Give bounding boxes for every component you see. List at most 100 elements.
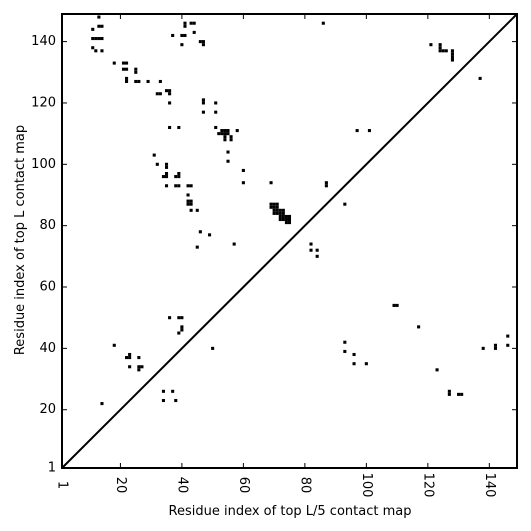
- x-axis-label: Residue index of top L/5 contact map: [169, 504, 412, 519]
- contact-point: [168, 125, 172, 130]
- contact-point: [201, 40, 205, 44]
- contact-point: [94, 49, 98, 53]
- contact-point: [97, 37, 101, 41]
- contact-point: [315, 254, 319, 258]
- contact-point: [287, 221, 292, 225]
- contact-point: [235, 129, 239, 133]
- y-tick-label: 60: [39, 280, 56, 295]
- contact-point: [91, 37, 95, 41]
- contact-point: [269, 205, 273, 209]
- contact-point: [226, 159, 230, 163]
- contact-point: [112, 61, 116, 65]
- contact-point: [201, 98, 205, 102]
- contact-point: [186, 202, 190, 206]
- contact-point: [223, 132, 227, 136]
- contact-point: [201, 110, 205, 114]
- contact-point: [324, 181, 328, 185]
- contact-point: [186, 199, 190, 203]
- contact-point: [195, 208, 199, 212]
- contact-point: [125, 61, 129, 65]
- contact-point: [128, 352, 132, 357]
- contact-point: [343, 340, 347, 344]
- contact-point: [211, 346, 215, 350]
- contact-point: [128, 356, 132, 360]
- contact-point: [155, 162, 159, 166]
- contact-point: [152, 153, 156, 157]
- contact-point: [201, 101, 205, 105]
- contact-point: [447, 392, 451, 396]
- contact-point: [91, 46, 95, 50]
- contact-point: [164, 175, 169, 179]
- contact-point: [121, 67, 126, 71]
- contact-point: [192, 21, 196, 25]
- contact-point: [177, 331, 181, 335]
- contact-point: [174, 175, 178, 179]
- contact-points: [91, 15, 510, 406]
- x-tick-label: 40: [174, 477, 189, 494]
- contact-point: [189, 202, 193, 206]
- y-tick-label: 100: [31, 157, 56, 172]
- contact-point: [125, 79, 129, 84]
- contact-point: [125, 356, 129, 360]
- contact-point: [177, 184, 181, 188]
- contact-point: [189, 184, 193, 188]
- x-tick-label: 80: [297, 477, 312, 494]
- contact-point: [164, 165, 169, 169]
- contact-point: [275, 211, 279, 215]
- contact-point: [134, 67, 138, 71]
- contact-point: [189, 199, 193, 203]
- contact-point: [457, 392, 461, 396]
- contact-point: [180, 325, 184, 329]
- x-tick-label: 140: [482, 473, 497, 498]
- contact-point: [137, 79, 141, 84]
- x-tick-label: 60: [236, 477, 251, 494]
- contact-point: [189, 21, 193, 25]
- plot-frame: [61, 13, 518, 469]
- contact-point: [367, 129, 371, 133]
- contact-point: [158, 92, 162, 96]
- contact-point: [168, 101, 172, 105]
- contact-point: [97, 24, 101, 28]
- contact-point: [125, 76, 129, 80]
- contact-point: [100, 24, 104, 28]
- contact-point: [223, 135, 227, 139]
- contact-point: [214, 101, 218, 105]
- contact-point: [100, 49, 104, 53]
- contact-point: [284, 221, 288, 225]
- contact-point: [91, 27, 95, 31]
- contact-point: [177, 125, 181, 130]
- y-tick-label: 140: [31, 34, 56, 49]
- contact-point: [180, 316, 184, 320]
- contact-point: [183, 33, 187, 38]
- y-tick-label: 80: [39, 218, 56, 233]
- contact-point: [161, 389, 165, 393]
- contact-point: [198, 40, 202, 44]
- contact-point: [450, 49, 454, 53]
- contact-point: [438, 43, 442, 47]
- contact-point: [164, 171, 169, 176]
- y-tick-label: 20: [39, 402, 56, 417]
- contact-point: [241, 181, 245, 185]
- contact-point: [272, 205, 276, 209]
- contact-point: [272, 211, 276, 215]
- contact-point: [278, 217, 282, 222]
- contact-point: [229, 138, 233, 142]
- contact-point: [223, 138, 227, 142]
- contact-point: [214, 125, 218, 130]
- contact-point: [137, 356, 141, 360]
- contact-point: [272, 202, 276, 206]
- contact-point: [321, 21, 325, 25]
- x-tick-label: 120: [420, 473, 435, 498]
- contact-point: [112, 343, 116, 347]
- contact-point: [275, 208, 279, 212]
- contact-point: [352, 362, 356, 366]
- contact-point: [278, 208, 282, 212]
- contact-point: [287, 214, 292, 218]
- contact-point: [217, 132, 221, 136]
- contact-point: [137, 368, 141, 372]
- contact-point: [164, 162, 169, 166]
- contact-point: [183, 21, 187, 25]
- contact-point: [309, 248, 313, 252]
- contact-point: [134, 70, 138, 74]
